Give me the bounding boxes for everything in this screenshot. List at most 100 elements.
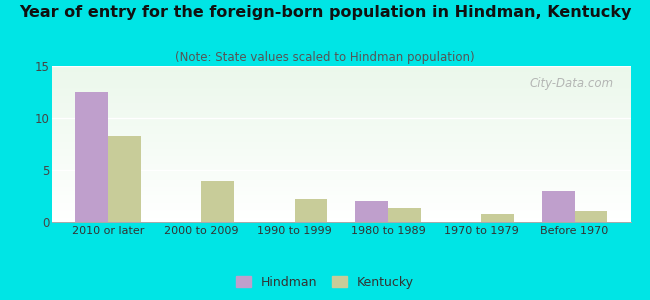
Bar (52, 211, 630, 212)
Bar (52, 203, 630, 204)
Text: City-Data.com: City-Data.com (529, 77, 613, 90)
Bar (52, 121, 630, 122)
Bar (202, 182, 234, 222)
Bar (52, 220, 630, 221)
Bar (52, 179, 630, 180)
Bar (52, 139, 630, 140)
Bar (52, 181, 630, 182)
Bar (52, 87, 630, 88)
Bar (52, 78, 630, 79)
Bar (52, 192, 630, 193)
Bar (52, 101, 630, 102)
Bar (481, 214, 514, 222)
Bar (52, 138, 630, 139)
Bar (52, 199, 630, 200)
Bar (52, 171, 630, 172)
Bar (52, 163, 630, 164)
Bar (52, 176, 630, 177)
Bar (52, 209, 630, 210)
Bar (52, 119, 630, 120)
Bar (52, 72, 630, 73)
Bar (52, 136, 630, 137)
Bar (52, 195, 630, 196)
Bar (52, 172, 630, 173)
Bar (52, 112, 630, 113)
Bar (52, 145, 630, 146)
Bar (52, 193, 630, 194)
Bar (52, 168, 630, 169)
Bar (52, 184, 630, 185)
Bar (52, 182, 630, 183)
Bar (52, 141, 630, 142)
Bar (52, 143, 630, 144)
Bar (52, 129, 630, 130)
Bar (52, 69, 630, 70)
Bar (52, 80, 630, 81)
Bar (52, 92, 630, 93)
Bar (388, 208, 421, 222)
Bar (52, 149, 630, 150)
Bar (52, 150, 630, 151)
Legend: Hindman, Kentucky: Hindman, Kentucky (231, 271, 419, 294)
Bar (52, 208, 630, 209)
Bar (575, 211, 607, 222)
Bar (52, 76, 630, 77)
Bar (52, 111, 630, 112)
Bar (52, 71, 630, 72)
Bar (52, 107, 630, 108)
Bar (52, 82, 630, 83)
Bar (52, 157, 630, 158)
Bar (52, 177, 630, 178)
Bar (52, 125, 630, 126)
Bar (52, 161, 630, 162)
Bar (52, 115, 630, 116)
Bar (52, 106, 630, 107)
Bar (52, 97, 630, 98)
Bar (52, 118, 630, 119)
Bar (52, 126, 630, 127)
Bar (52, 110, 630, 111)
Bar (52, 103, 630, 104)
Bar (52, 200, 630, 201)
Bar (52, 134, 630, 135)
Bar (52, 81, 630, 82)
Bar (52, 98, 630, 99)
Bar (52, 91, 630, 92)
Bar (52, 86, 630, 87)
Bar (52, 90, 630, 91)
Bar (52, 74, 630, 75)
Bar (52, 152, 630, 153)
Bar (52, 155, 630, 156)
Bar (52, 108, 630, 109)
Bar (52, 105, 630, 106)
Bar (108, 136, 140, 222)
Bar (52, 100, 630, 101)
Bar (52, 95, 630, 96)
Bar (52, 109, 630, 110)
Bar (356, 201, 388, 222)
Bar (52, 99, 630, 100)
Bar (52, 94, 630, 95)
Bar (52, 206, 630, 207)
Bar (52, 117, 630, 118)
Bar (52, 156, 630, 157)
Bar (52, 198, 630, 199)
Bar (52, 169, 630, 170)
Bar (52, 116, 630, 117)
Bar (52, 73, 630, 74)
Bar (52, 88, 630, 89)
Bar (52, 187, 630, 188)
Bar (294, 199, 327, 222)
Bar (52, 93, 630, 94)
Bar (52, 214, 630, 215)
Bar (52, 122, 630, 123)
Bar (52, 207, 630, 208)
Bar (52, 213, 630, 214)
Bar (52, 164, 630, 165)
Bar (52, 89, 630, 90)
Bar (52, 154, 630, 155)
Bar (52, 180, 630, 181)
Bar (52, 85, 630, 86)
Bar (52, 79, 630, 80)
Bar (52, 113, 630, 114)
